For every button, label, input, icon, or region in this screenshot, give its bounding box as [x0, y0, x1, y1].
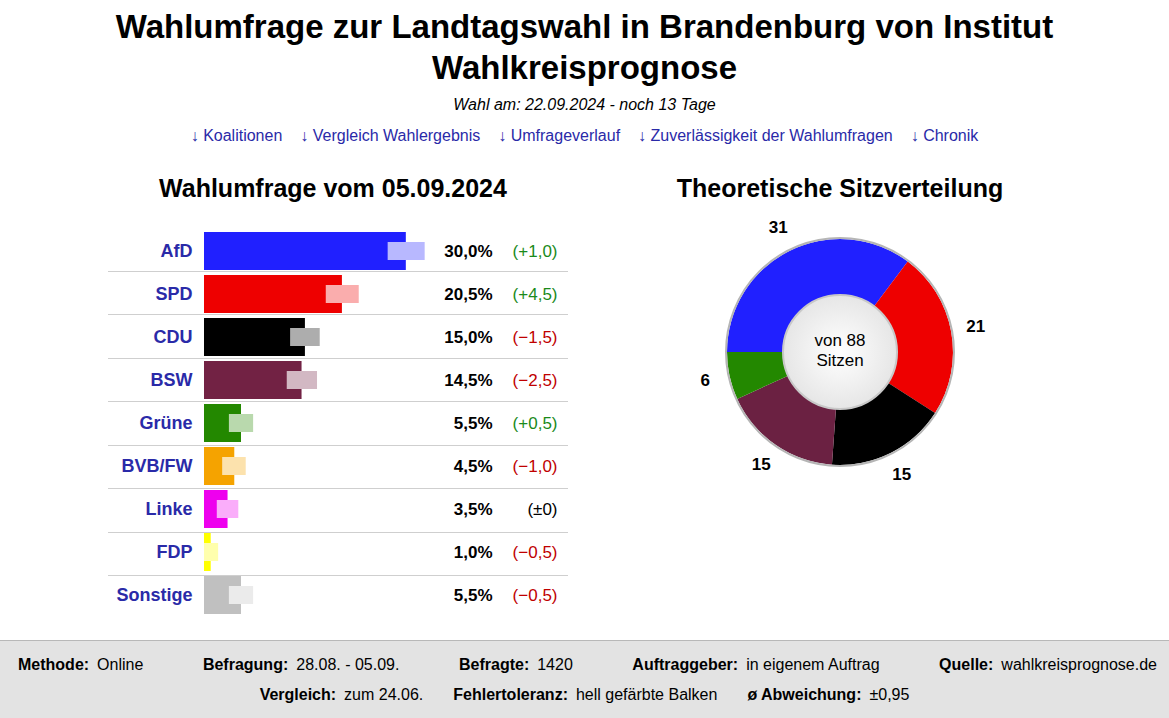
svg-text:(−1,5): (−1,5) [513, 328, 558, 347]
svg-text:FDP: FDP [157, 542, 193, 562]
html-text:ø Abweichung:: ø Abweichung: [747, 686, 862, 703]
svg-text:SPD: SPD [155, 284, 192, 304]
html-text:28.08. - 05.09.: 28.08. - 05.09. [296, 656, 400, 673]
svg-text:(−2,5): (−2,5) [513, 371, 558, 390]
html-text:Befragte:: Befragte: [459, 656, 530, 673]
svg-text:21: 21 [966, 317, 985, 336]
svg-text:5,5%: 5,5% [454, 586, 493, 605]
html-text:↓ Umfrageverlauf: ↓ Umfrageverlauf [498, 127, 621, 144]
svg-text:15: 15 [892, 465, 911, 484]
html-text:Quelle:: Quelle: [939, 656, 994, 673]
html-text:Wahlumfrage zur Landtagswahl i: Wahlumfrage zur Landtagswahl in Brandenb… [115, 8, 1054, 86]
svg-text:(−0,5): (−0,5) [513, 543, 558, 562]
svg-text:15,0%: 15,0% [444, 328, 492, 347]
svg-text:(+1,0): (+1,0) [513, 242, 558, 261]
svg-text:3,5%: 3,5% [454, 500, 493, 519]
html-text:Wahlumfrage vom 05.09.2024: Wahlumfrage vom 05.09.2024 [159, 174, 507, 202]
html-text:Auftraggeber:: Auftraggeber: [632, 656, 739, 673]
html-text:↓ Chronik: ↓ Chronik [910, 127, 979, 144]
svg-text:15: 15 [752, 455, 771, 474]
html-text:zum 24.06.: zum 24.06. [344, 686, 424, 703]
svg-text:1,0%: 1,0% [454, 543, 493, 562]
svg-text:Grüne: Grüne [139, 413, 192, 433]
html-text:hell gefärbte Balken: hell gefärbte Balken [576, 686, 718, 703]
svg-text:Sitzen: Sitzen [816, 351, 863, 370]
html-text:±0,95: ±0,95 [869, 686, 910, 703]
html-text:Wahl am: 22.09.2024 - noch 13: Wahl am: 22.09.2024 - noch 13 Tage [453, 96, 716, 113]
svg-text:5,5%: 5,5% [454, 414, 493, 433]
html-text:Theoretische Sitzverteilung: Theoretische Sitzverteilung [676, 174, 1004, 202]
svg-text:(+4,5): (+4,5) [513, 285, 558, 304]
svg-text:von 88: von 88 [814, 331, 865, 350]
svg-text:20,5%: 20,5% [444, 285, 492, 304]
svg-text:31: 31 [769, 218, 788, 237]
html-text:Vergleich:: Vergleich: [259, 686, 337, 703]
html-text:↓ Vergleich Wahlergebnis: ↓ Vergleich Wahlergebnis [300, 127, 481, 144]
html-text:in eigenem Auftrag: in eigenem Auftrag [746, 656, 880, 673]
html-text:1420: 1420 [537, 656, 573, 673]
svg-text:Sonstige: Sonstige [116, 585, 192, 605]
html-text:Methode:: Methode: [18, 656, 90, 673]
svg-text:6: 6 [700, 371, 709, 390]
svg-text:CDU: CDU [154, 327, 193, 347]
html-text:↓ Koalitionen: ↓ Koalitionen [190, 127, 283, 144]
html-text:Online: Online [97, 656, 144, 673]
html-text:Befragung:: Befragung: [202, 656, 289, 673]
svg-text:(−0,5): (−0,5) [513, 586, 558, 605]
html-text:wahlkreisprognose.de: wahlkreisprognose.de [1001, 656, 1157, 673]
html-text:Fehlertoleranz:: Fehlertoleranz: [453, 686, 568, 703]
svg-text:(±0): (±0) [527, 500, 557, 519]
svg-text:Linke: Linke [145, 499, 192, 519]
html-text:↓ Zuverlässigkeit der Wahlumfr: ↓ Zuverlässigkeit der Wahlumfragen [638, 127, 893, 144]
svg-text:(−1,0): (−1,0) [513, 457, 558, 476]
svg-text:4,5%: 4,5% [454, 457, 493, 476]
svg-text:BSW: BSW [151, 370, 193, 390]
svg-text:(+0,5): (+0,5) [513, 414, 558, 433]
svg-text:BVB/FW: BVB/FW [122, 456, 193, 476]
svg-text:14,5%: 14,5% [444, 371, 492, 390]
svg-text:AfD: AfD [161, 241, 193, 261]
svg-text:30,0%: 30,0% [444, 242, 492, 261]
